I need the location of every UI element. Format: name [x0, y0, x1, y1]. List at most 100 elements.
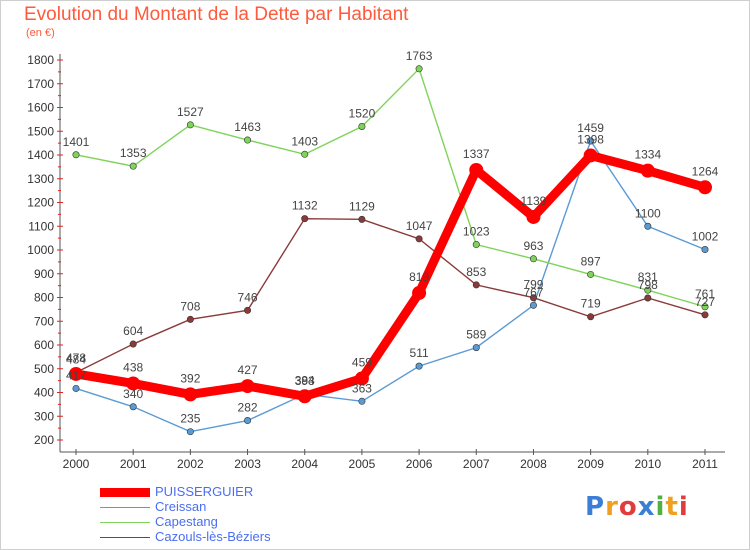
data-label-capestang: 1527 [177, 105, 204, 119]
data-label-puisserguier: 819 [409, 270, 429, 284]
data-point-capestang [186, 121, 194, 129]
legend-label-creissan: Creissan [155, 499, 207, 514]
data-point-creissan [701, 246, 709, 254]
y-tick-label: 400 [34, 386, 54, 400]
data-point-cazouls-les-beziers [587, 313, 595, 321]
x-tick-label: 2007 [463, 457, 490, 471]
x-tick-label: 2004 [291, 457, 318, 471]
data-label-puisserguier: 1398 [577, 132, 604, 146]
data-point-puisserguier [698, 180, 712, 195]
data-label-creissan: 511 [410, 346, 429, 360]
data-label-cazouls-les-beziers: 799 [523, 278, 543, 292]
data-label-capestang: 831 [638, 270, 658, 284]
y-tick-label: 600 [34, 338, 54, 352]
data-label-puisserguier: 1264 [692, 164, 719, 178]
data-point-cazouls-les-beziers [472, 281, 480, 289]
data-point-cazouls-les-beziers [301, 215, 309, 223]
x-tick-label: 2002 [177, 457, 204, 471]
data-label-puisserguier: 1139 [521, 194, 547, 208]
data-label-cazouls-les-beziers: 727 [695, 295, 715, 309]
data-point-puisserguier [583, 148, 598, 163]
series-line-puisserguier [71, 150, 710, 401]
data-point-creissan [644, 222, 652, 230]
data-label-creissan: 282 [238, 401, 258, 415]
data-point-creissan [415, 362, 423, 370]
y-tick-label: 1700 [27, 77, 54, 91]
y-tick-label: 1300 [27, 172, 54, 186]
x-tick-label: 2009 [577, 457, 604, 471]
legend-label-cazouls: Cazouls-lès-Béziers [155, 529, 271, 544]
logo-letter: i [678, 492, 689, 522]
y-tick-label: 700 [34, 314, 54, 328]
data-point-capestang [72, 151, 80, 159]
data-point-puisserguier [354, 371, 369, 386]
data-point-cazouls-les-beziers [529, 294, 537, 302]
data-point-creissan [186, 428, 194, 436]
data-point-capestang [472, 241, 480, 249]
data-point-capestang [644, 286, 652, 294]
data-label-capestang: 1353 [120, 146, 147, 160]
y-tick-label: 1500 [27, 124, 54, 138]
logo-letter: o [618, 492, 638, 522]
data-point-capestang [529, 255, 537, 263]
data-point-creissan [529, 301, 537, 309]
x-tick-label: 2006 [406, 457, 433, 471]
data-point-creissan [72, 384, 80, 392]
logo-letter: P [585, 492, 606, 522]
data-point-cazouls-les-beziers [415, 235, 423, 243]
data-point-creissan [587, 137, 595, 145]
data-label-cazouls-les-beziers: 1047 [406, 219, 433, 233]
data-point-puisserguier [183, 387, 198, 402]
logo-letter: t [665, 492, 679, 522]
data-point-capestang [587, 270, 595, 278]
proxiti-logo: Proxiti [585, 492, 689, 522]
data-label-creissan: 363 [352, 381, 372, 395]
data-label-cazouls-les-beziers: 1129 [349, 199, 375, 213]
chart-unit-label: (en €) [26, 27, 55, 39]
data-point-puisserguier [412, 285, 427, 300]
data-label-cazouls-les-beziers: 798 [638, 278, 658, 292]
data-point-creissan [244, 417, 252, 425]
data-label-creissan: 767 [523, 285, 543, 299]
data-point-capestang [358, 123, 366, 131]
data-label-creissan: 417 [66, 368, 86, 382]
x-tick-label: 2010 [634, 457, 661, 471]
data-point-puisserguier [69, 366, 83, 381]
y-tick-label: 1400 [27, 148, 54, 162]
data-point-creissan [358, 397, 366, 405]
data-point-capestang [415, 65, 423, 73]
y-tick-label: 1200 [27, 196, 54, 210]
y-tick-label: 900 [34, 267, 54, 281]
data-label-cazouls-les-beziers: 484 [66, 353, 86, 367]
x-tick-label: 2003 [234, 457, 261, 471]
y-tick-label: 1100 [28, 219, 54, 233]
data-point-cazouls-les-beziers [358, 215, 366, 223]
data-point-cazouls-les-beziers [644, 294, 652, 302]
data-label-creissan: 1459 [577, 121, 604, 135]
data-label-capestang: 1401 [63, 135, 90, 149]
data-label-puisserguier: 392 [180, 371, 200, 385]
y-tick-label: 200 [34, 433, 54, 447]
data-point-cazouls-les-beziers [129, 340, 137, 348]
chart-title: Evolution du Montant de la Dette par Hab… [24, 4, 409, 25]
data-label-capestang: 1463 [234, 120, 261, 134]
data-label-cazouls-les-beziers: 853 [466, 265, 486, 279]
data-label-puisserguier: 1334 [634, 148, 661, 162]
data-label-cazouls-les-beziers: 719 [581, 297, 601, 311]
data-label-puisserguier: 427 [238, 363, 258, 377]
data-label-capestang: 1403 [291, 134, 318, 148]
data-label-creissan: 235 [180, 412, 200, 426]
data-label-puisserguier: 438 [123, 360, 143, 374]
data-point-cazouls-les-beziers [244, 306, 252, 314]
data-point-puisserguier [126, 376, 141, 391]
y-tick-label: 1800 [27, 53, 54, 67]
x-tick-label: 2011 [692, 457, 718, 471]
y-tick-label: 300 [34, 409, 54, 423]
y-tick-label: 1000 [27, 243, 54, 257]
legend-label-puisserguier: PUISSERGUIER [155, 484, 254, 499]
logo-letter: r [605, 492, 619, 522]
x-tick-label: 2001 [120, 457, 147, 471]
logo-letter: x [637, 492, 656, 522]
data-point-capestang [244, 136, 252, 144]
